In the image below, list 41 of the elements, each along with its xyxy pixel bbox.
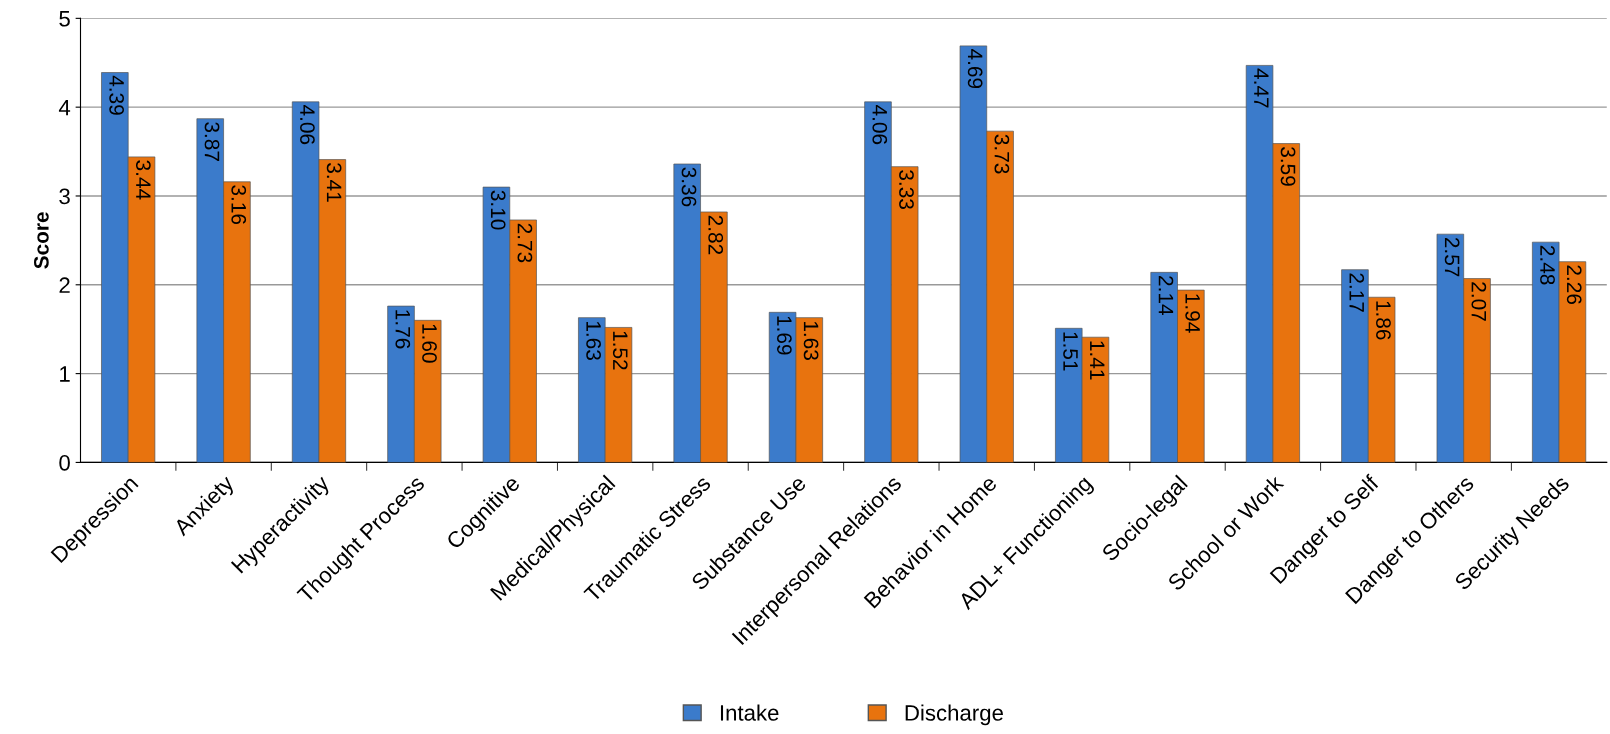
y-tick-label: 5	[59, 11, 70, 27]
data-label: 3.87	[204, 122, 220, 161]
data-label: 2.17	[1349, 273, 1365, 312]
data-label: 1.52	[612, 331, 628, 370]
data-label: 1.76	[395, 310, 411, 349]
data-label: 3.16	[231, 185, 247, 225]
data-label: 3.59	[1280, 147, 1296, 186]
data-label: 3.10	[490, 190, 506, 230]
data-label: 4.06	[872, 104, 888, 145]
y-tick-label: 0	[59, 454, 70, 471]
y-tick-label: 2	[59, 277, 70, 293]
data-label: 3.44	[135, 160, 151, 200]
data-label: 1.41	[1090, 341, 1105, 380]
data-label: 1.51	[1063, 332, 1078, 371]
data-label: 3.41	[326, 163, 342, 202]
data-label: 3.33	[899, 170, 914, 209]
data-label: 2.14	[1158, 276, 1174, 315]
data-label: 2.48	[1540, 245, 1555, 285]
y-tick-label: 4	[58, 99, 71, 116]
data-label: 2.73	[517, 223, 533, 263]
data-label: 2.57	[1444, 237, 1460, 277]
data-label: 3.73	[994, 134, 1010, 174]
data-label: 1.86	[1376, 301, 1391, 340]
data-label: 4.69	[967, 49, 983, 89]
data-label: 4.39	[109, 75, 124, 115]
data-label: 1.94	[1185, 294, 1201, 333]
y-axis-title: Score	[33, 212, 49, 269]
data-label: 1.69	[777, 316, 792, 355]
data-label: 2.82	[708, 215, 724, 255]
data-label: 4.47	[1254, 68, 1269, 108]
data-label: 1.63	[803, 321, 819, 360]
y-tick-label: 3	[59, 188, 70, 205]
data-label: 4.06	[300, 104, 315, 145]
y-tick-label: 1	[60, 366, 70, 382]
data-label: 2.07	[1471, 282, 1487, 321]
data-label: 2.26	[1566, 265, 1582, 304]
data-label: 3.36	[681, 167, 697, 207]
legend-label: Intake	[720, 704, 779, 721]
data-label: 1.60	[422, 324, 437, 363]
data-label: 1.63	[586, 321, 601, 360]
legend-label: Discharge	[905, 704, 1003, 726]
